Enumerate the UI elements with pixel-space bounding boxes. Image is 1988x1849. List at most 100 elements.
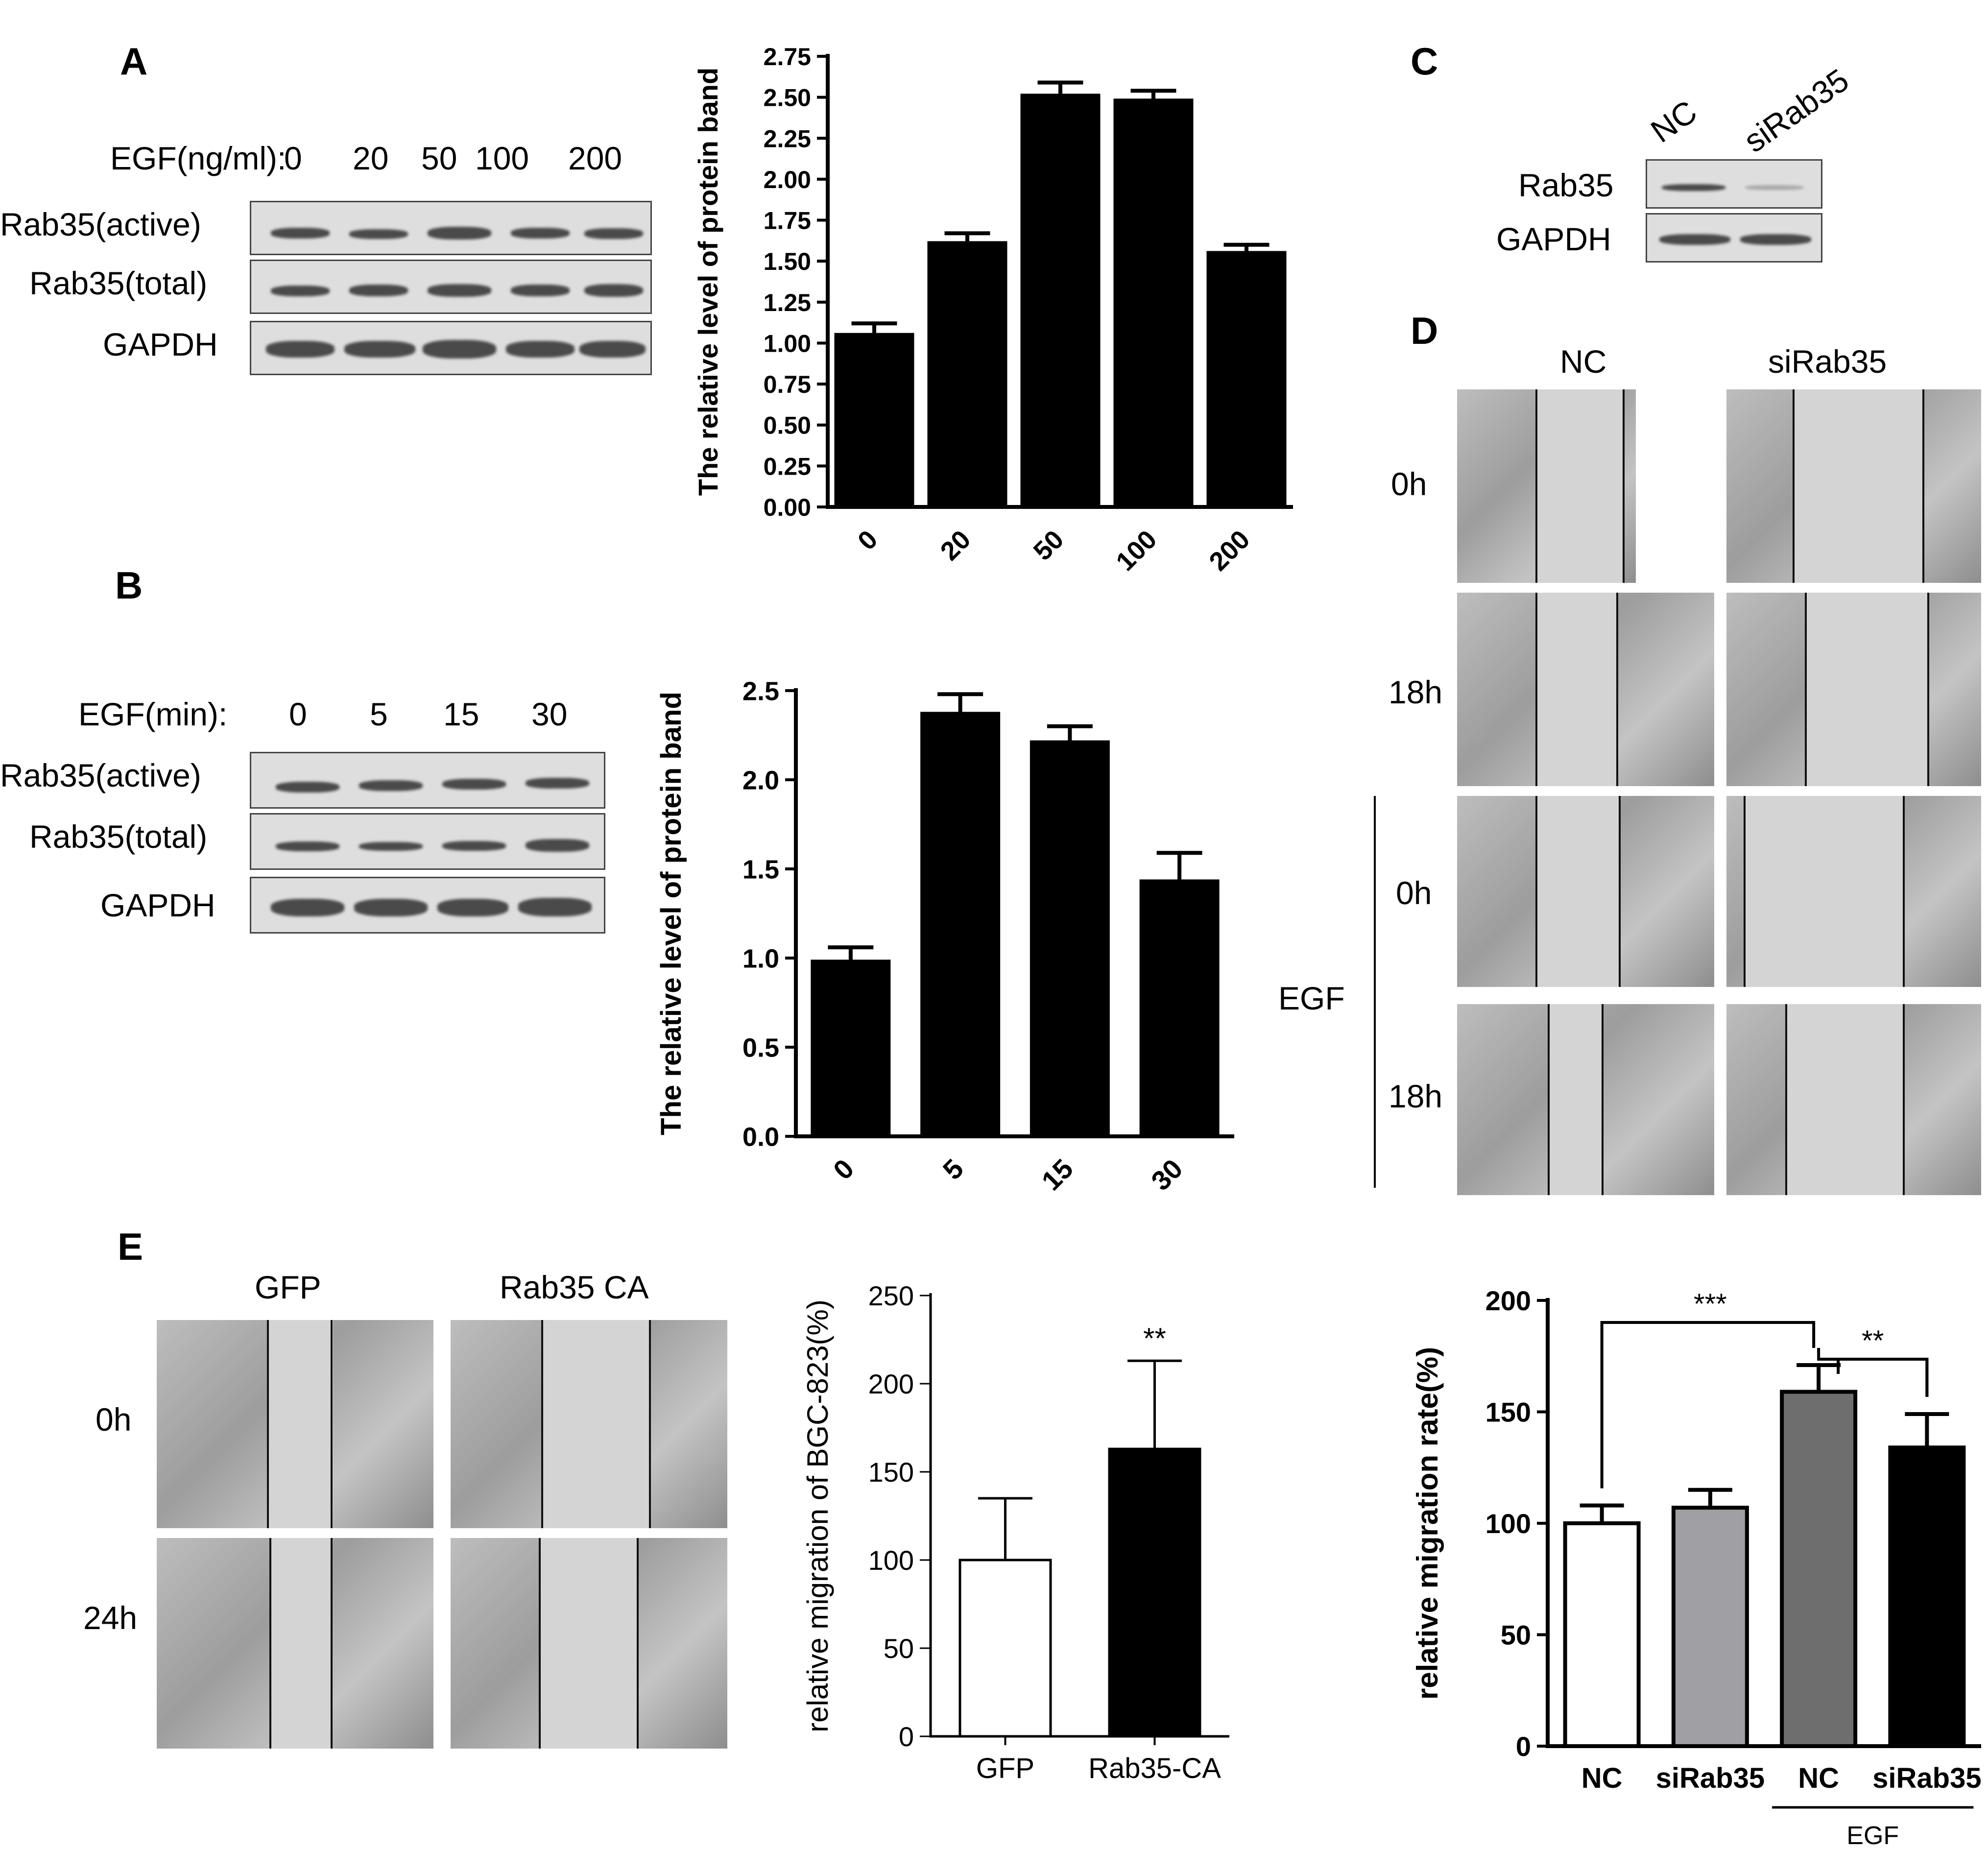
y-tick-label: 0 [1516,1731,1531,1762]
y-axis-label: relative migration rate(%) [1411,1347,1444,1700]
panel-d-egf-label: EGF [1278,980,1345,1016]
y-tick-label: 2.50 [764,84,811,112]
bar [958,1559,1052,1738]
blot-a-lane-label: 0 [284,140,302,176]
y-tick-label: 1.5 [743,855,779,884]
y-tick-label: 1.50 [764,248,811,275]
blot-c-strip-rab35 [1646,159,1822,209]
blot-a-lane-label: 50 [421,140,457,176]
blot-b-lane-label: 30 [531,696,568,732]
x-category-label: NC [1581,1762,1623,1794]
y-tick-label: 0.0 [743,1122,779,1152]
significance-bracket [1837,1358,1929,1397]
significance-label: ** [1862,1325,1884,1357]
blot-a-lane-label: 200 [568,140,623,176]
x-category-label: 20 [935,525,977,566]
x-category-label: NC [1798,1762,1839,1794]
panel-d-column-label: NC [1560,343,1607,380]
x-category-label: siRab35 [1656,1762,1765,1794]
y-tick-label: 200 [868,1369,914,1399]
y-tick-label: 150 [868,1457,914,1488]
blot-a-row-label: Rab35(active) [0,206,201,242]
blot-c-strip-gapdh [1646,213,1822,263]
panel-e-row-label: 24h [83,1600,138,1636]
significance-label: *** [1694,1288,1727,1320]
blot-b-row-label: GAPDH [100,887,216,923]
blot-a-strip-total [250,260,652,314]
blot-b-row-label: Rab35(active) [0,757,201,793]
bar [927,241,1007,509]
y-tick-label: 2.25 [764,125,811,152]
bar [1780,1390,1858,1749]
x-category-label: 50 [1028,525,1070,566]
bar [920,712,1001,1138]
micrograph [1457,1004,1714,1195]
y-tick-label: 0.75 [764,371,811,398]
blot-c-row-label: Rab35 [1518,167,1614,203]
panel-d-row-label: 18h [1389,674,1443,710]
y-tick-label: 0.50 [764,412,811,439]
panel-d-row-label: 0h [1391,466,1427,502]
blot-b-strip-total [250,813,605,870]
significance-bracket [1600,1321,1816,1489]
bar [1206,251,1287,509]
significance-label: ** [1143,1322,1166,1355]
micrograph [1726,389,1981,583]
micrograph [1726,593,1981,786]
y-tick-label: 1.75 [764,207,811,235]
micrograph [1457,593,1714,786]
bar [1020,94,1101,509]
x-category-label: 15 [1035,1153,1079,1197]
micrograph [1457,389,1636,583]
blot-b-row-label: Rab35(total) [29,818,208,855]
y-tick-label: 50 [1501,1620,1531,1651]
micrograph [157,1320,433,1528]
x-category-label: 100 [1110,525,1162,576]
x-category-label: 5 [937,1153,970,1186]
panel-e-column-label: GFP [255,1269,321,1305]
blot-a-lane-label: 20 [353,140,389,176]
blot-a-row-label: GAPDH [103,326,218,362]
x-category-label: Rab35-CA [1088,1753,1221,1784]
y-tick-label: 2.75 [764,43,811,71]
blot-a-lane-label: 100 [475,140,529,176]
y-tick-label: 250 [868,1280,914,1311]
egf-group-label: EGF [1846,1822,1899,1849]
blot-b-strip-active [250,752,605,809]
panel-label-c: C [1411,40,1438,83]
panel-label-a: A [120,40,148,83]
y-tick-label: 0.00 [764,494,811,521]
bar [1113,98,1194,509]
bar [1030,740,1110,1139]
x-category-label: 0 [827,1153,860,1186]
bar [1563,1521,1641,1748]
y-tick-label: 2.0 [743,766,779,795]
blot-b-header-label: EGF(min): [78,696,228,732]
y-axis-label: The relative level of protein band [655,692,687,1135]
y-tick-label: 0.5 [743,1033,779,1062]
panel-e-row-label: 0h [96,1401,132,1438]
micrograph [1726,1004,1981,1195]
bar [834,333,914,509]
y-tick-label: 100 [1485,1508,1531,1539]
y-tick-label: 50 [884,1633,914,1664]
y-tick-label: 100 [868,1545,914,1576]
x-category-label: 200 [1203,525,1255,576]
micrograph [1457,796,1714,987]
x-category-label: 0 [852,525,884,556]
bar [1139,879,1220,1138]
blot-b-lane-label: 15 [443,696,479,732]
bar [1108,1447,1201,1738]
panel-d-row-label: 18h [1389,1078,1443,1114]
y-tick-label: 150 [1485,1397,1531,1428]
y-tick-label: 1.0 [743,944,779,973]
y-tick-label: 0 [899,1721,914,1752]
blot-b-strip-gapdh [250,877,605,934]
y-tick-label: 2.5 [743,676,779,706]
panel-e-column-label: Rab35 CA [500,1269,649,1305]
panel-d-row-label: 0h [1396,875,1432,911]
panel-label-b: B [115,564,143,607]
bar [811,960,891,1139]
micrograph [1726,796,1981,987]
